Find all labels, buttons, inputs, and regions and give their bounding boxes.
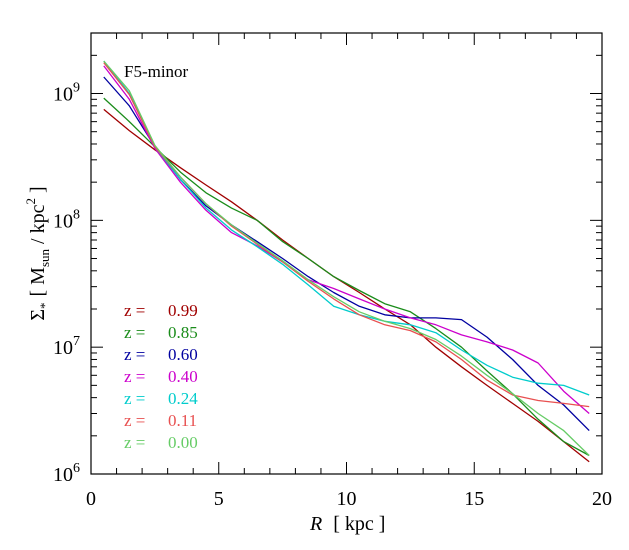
y-axis-unit-close: ] xyxy=(27,186,49,198)
panel-annotation: F5-minor xyxy=(124,62,189,81)
tick-labels: 0 5 10 15 20 106 107 108 109 xyxy=(53,81,612,510)
svg-text:Σ*[ Msun / kpc2 ]: Σ* [ Msun / kpc2 ] xyxy=(23,186,52,320)
y-tick-label: 109 xyxy=(53,81,80,106)
legend-entry-z-0.11: z = 0.11 xyxy=(124,411,197,430)
y-tick-label: 108 xyxy=(53,207,80,232)
legend-entry-z-0.24: z = 0.24 xyxy=(124,389,198,408)
x-tick-label: 0 xyxy=(86,488,96,510)
series-line-z-0.40 xyxy=(103,65,590,414)
legend-entry-z-0.85: z = 0.85 xyxy=(124,323,198,342)
series-lines xyxy=(103,60,590,463)
legend-entry-z-0.40: z = 0.40 xyxy=(124,367,198,386)
x-tick-label: 15 xyxy=(464,488,484,510)
legend: z = 0.99 z = 0.85 z = 0.60 z = 0.40 z = 0.24 z = 0.… xyxy=(124,301,198,452)
legend-entry-z-0.60: z = 0.60 xyxy=(124,345,198,364)
x-axis-unit: [ kpc ] xyxy=(333,513,385,535)
x-axis-label: R [ kpc ] xyxy=(309,513,385,535)
x-axis-variable: R xyxy=(309,513,322,535)
series-line-z-0.99 xyxy=(103,108,590,463)
axis-ticks xyxy=(90,32,603,475)
y-axis-label: Σ* [ Msun / kpc2 ] xyxy=(23,186,52,320)
y-tick-label: 106 xyxy=(53,461,80,486)
x-tick-label: 5 xyxy=(214,488,224,510)
legend-entry-z-0.99: z = 0.99 xyxy=(124,301,198,320)
y-axis-symbol-sub: * xyxy=(37,302,52,309)
y-axis-unit-sun: sun xyxy=(37,248,52,267)
legend-entry-z-0.00: z = 0.00 xyxy=(124,433,198,452)
y-axis-unit-sup: 2 xyxy=(23,198,38,205)
series-line-z-0.24 xyxy=(103,60,590,396)
series-line-z-0.00 xyxy=(103,60,590,456)
y-axis-unit-open: [ M xyxy=(27,267,49,297)
x-tick-label: 20 xyxy=(592,488,612,510)
x-tick-label: 10 xyxy=(337,488,357,510)
y-axis-unit-mid: / kpc xyxy=(27,204,49,249)
y-tick-label: 107 xyxy=(53,334,80,359)
y-axis-symbol: Σ xyxy=(27,309,49,321)
